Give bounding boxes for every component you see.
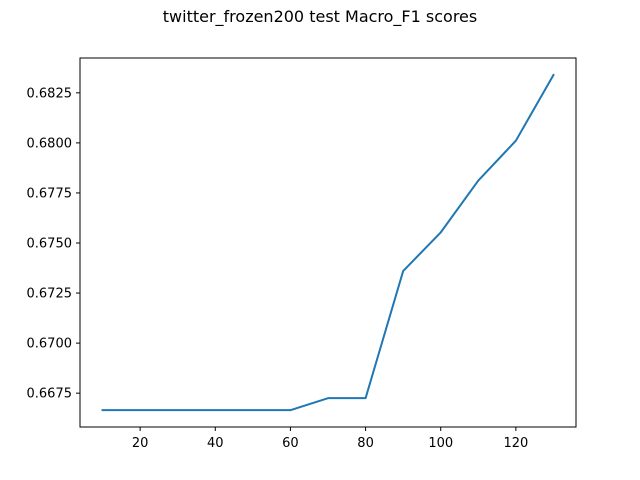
- y-tick-label: 0.6825: [27, 86, 73, 101]
- x-tick-label: 80: [357, 436, 374, 451]
- series-line-0: [101, 73, 555, 412]
- x-tick-label: 20: [132, 436, 149, 451]
- y-tick-label: 0.6675: [27, 387, 73, 402]
- chart-title: twitter_frozen200 test Macro_F1 scores: [163, 7, 477, 27]
- y-tick-label: 0.6750: [27, 237, 73, 252]
- y-tick-label: 0.6725: [27, 287, 73, 302]
- x-tick-label: 120: [503, 436, 528, 451]
- y-tick-label: 0.6700: [27, 337, 73, 352]
- x-tick-label: 100: [428, 436, 453, 451]
- x-tick-label: 40: [207, 436, 224, 451]
- y-tick-label: 0.6800: [27, 136, 73, 151]
- x-tick-label: 60: [282, 436, 299, 451]
- y-tick-label: 0.6775: [27, 186, 73, 201]
- axes-frame: [79, 57, 577, 428]
- plot-area: 20 40 60 80 100 120 0.6675 0.6700 0.6725 0.6750 0.…: [27, 57, 577, 451]
